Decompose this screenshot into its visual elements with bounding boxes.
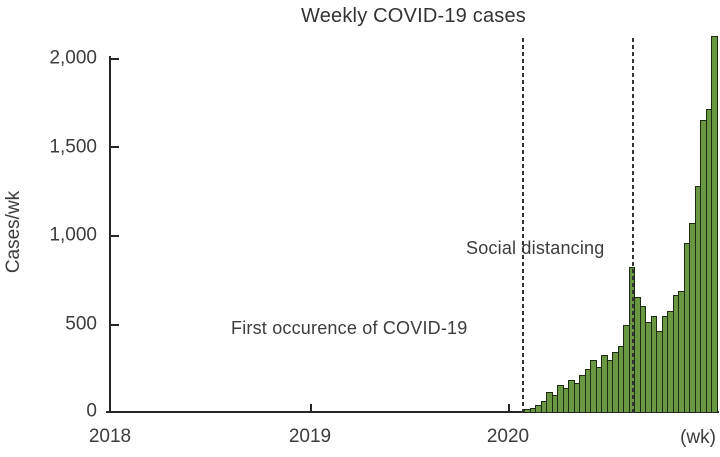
y-tick-1500 [111, 146, 119, 148]
plot-area: Cases/wk [3, 36, 719, 413]
first-occurrence-dashed-line [522, 38, 524, 413]
y-tick-label-1000: 1,000 [49, 224, 97, 246]
y-axis-line [109, 56, 111, 413]
social-distancing-dashed-line [632, 38, 634, 413]
y-tick-500 [111, 324, 119, 326]
x-tick-2020 [508, 404, 510, 411]
y-tick-label-1500: 1,500 [49, 136, 97, 158]
y-tick-label-2000: 2,000 [49, 47, 97, 69]
x-tick-label-2018: 2018 [88, 426, 132, 447]
y-tick-label-0: 0 [86, 400, 97, 422]
x-axis-unit-label: (wk) [680, 427, 716, 448]
x-tick-2019 [310, 404, 312, 411]
y-tick-1000 [111, 235, 119, 237]
y-tick-label-500: 500 [65, 313, 97, 335]
y-axis-title: Cases/wk [3, 190, 24, 274]
chart-title: Weekly COVID-19 cases [300, 5, 526, 27]
x-axis-line [106, 411, 719, 413]
annotation-first-occurrence: First occurence of COVID-19 [231, 318, 468, 338]
weekly-cases-bar [711, 36, 718, 412]
y-tick-2000 [111, 58, 119, 60]
annotation-social-distancing: Social distancing [466, 238, 605, 258]
weekly-bars-group [524, 36, 718, 412]
x-tick-label-2019: 2019 [288, 426, 332, 447]
x-tick-label-2020: 2020 [486, 426, 530, 447]
